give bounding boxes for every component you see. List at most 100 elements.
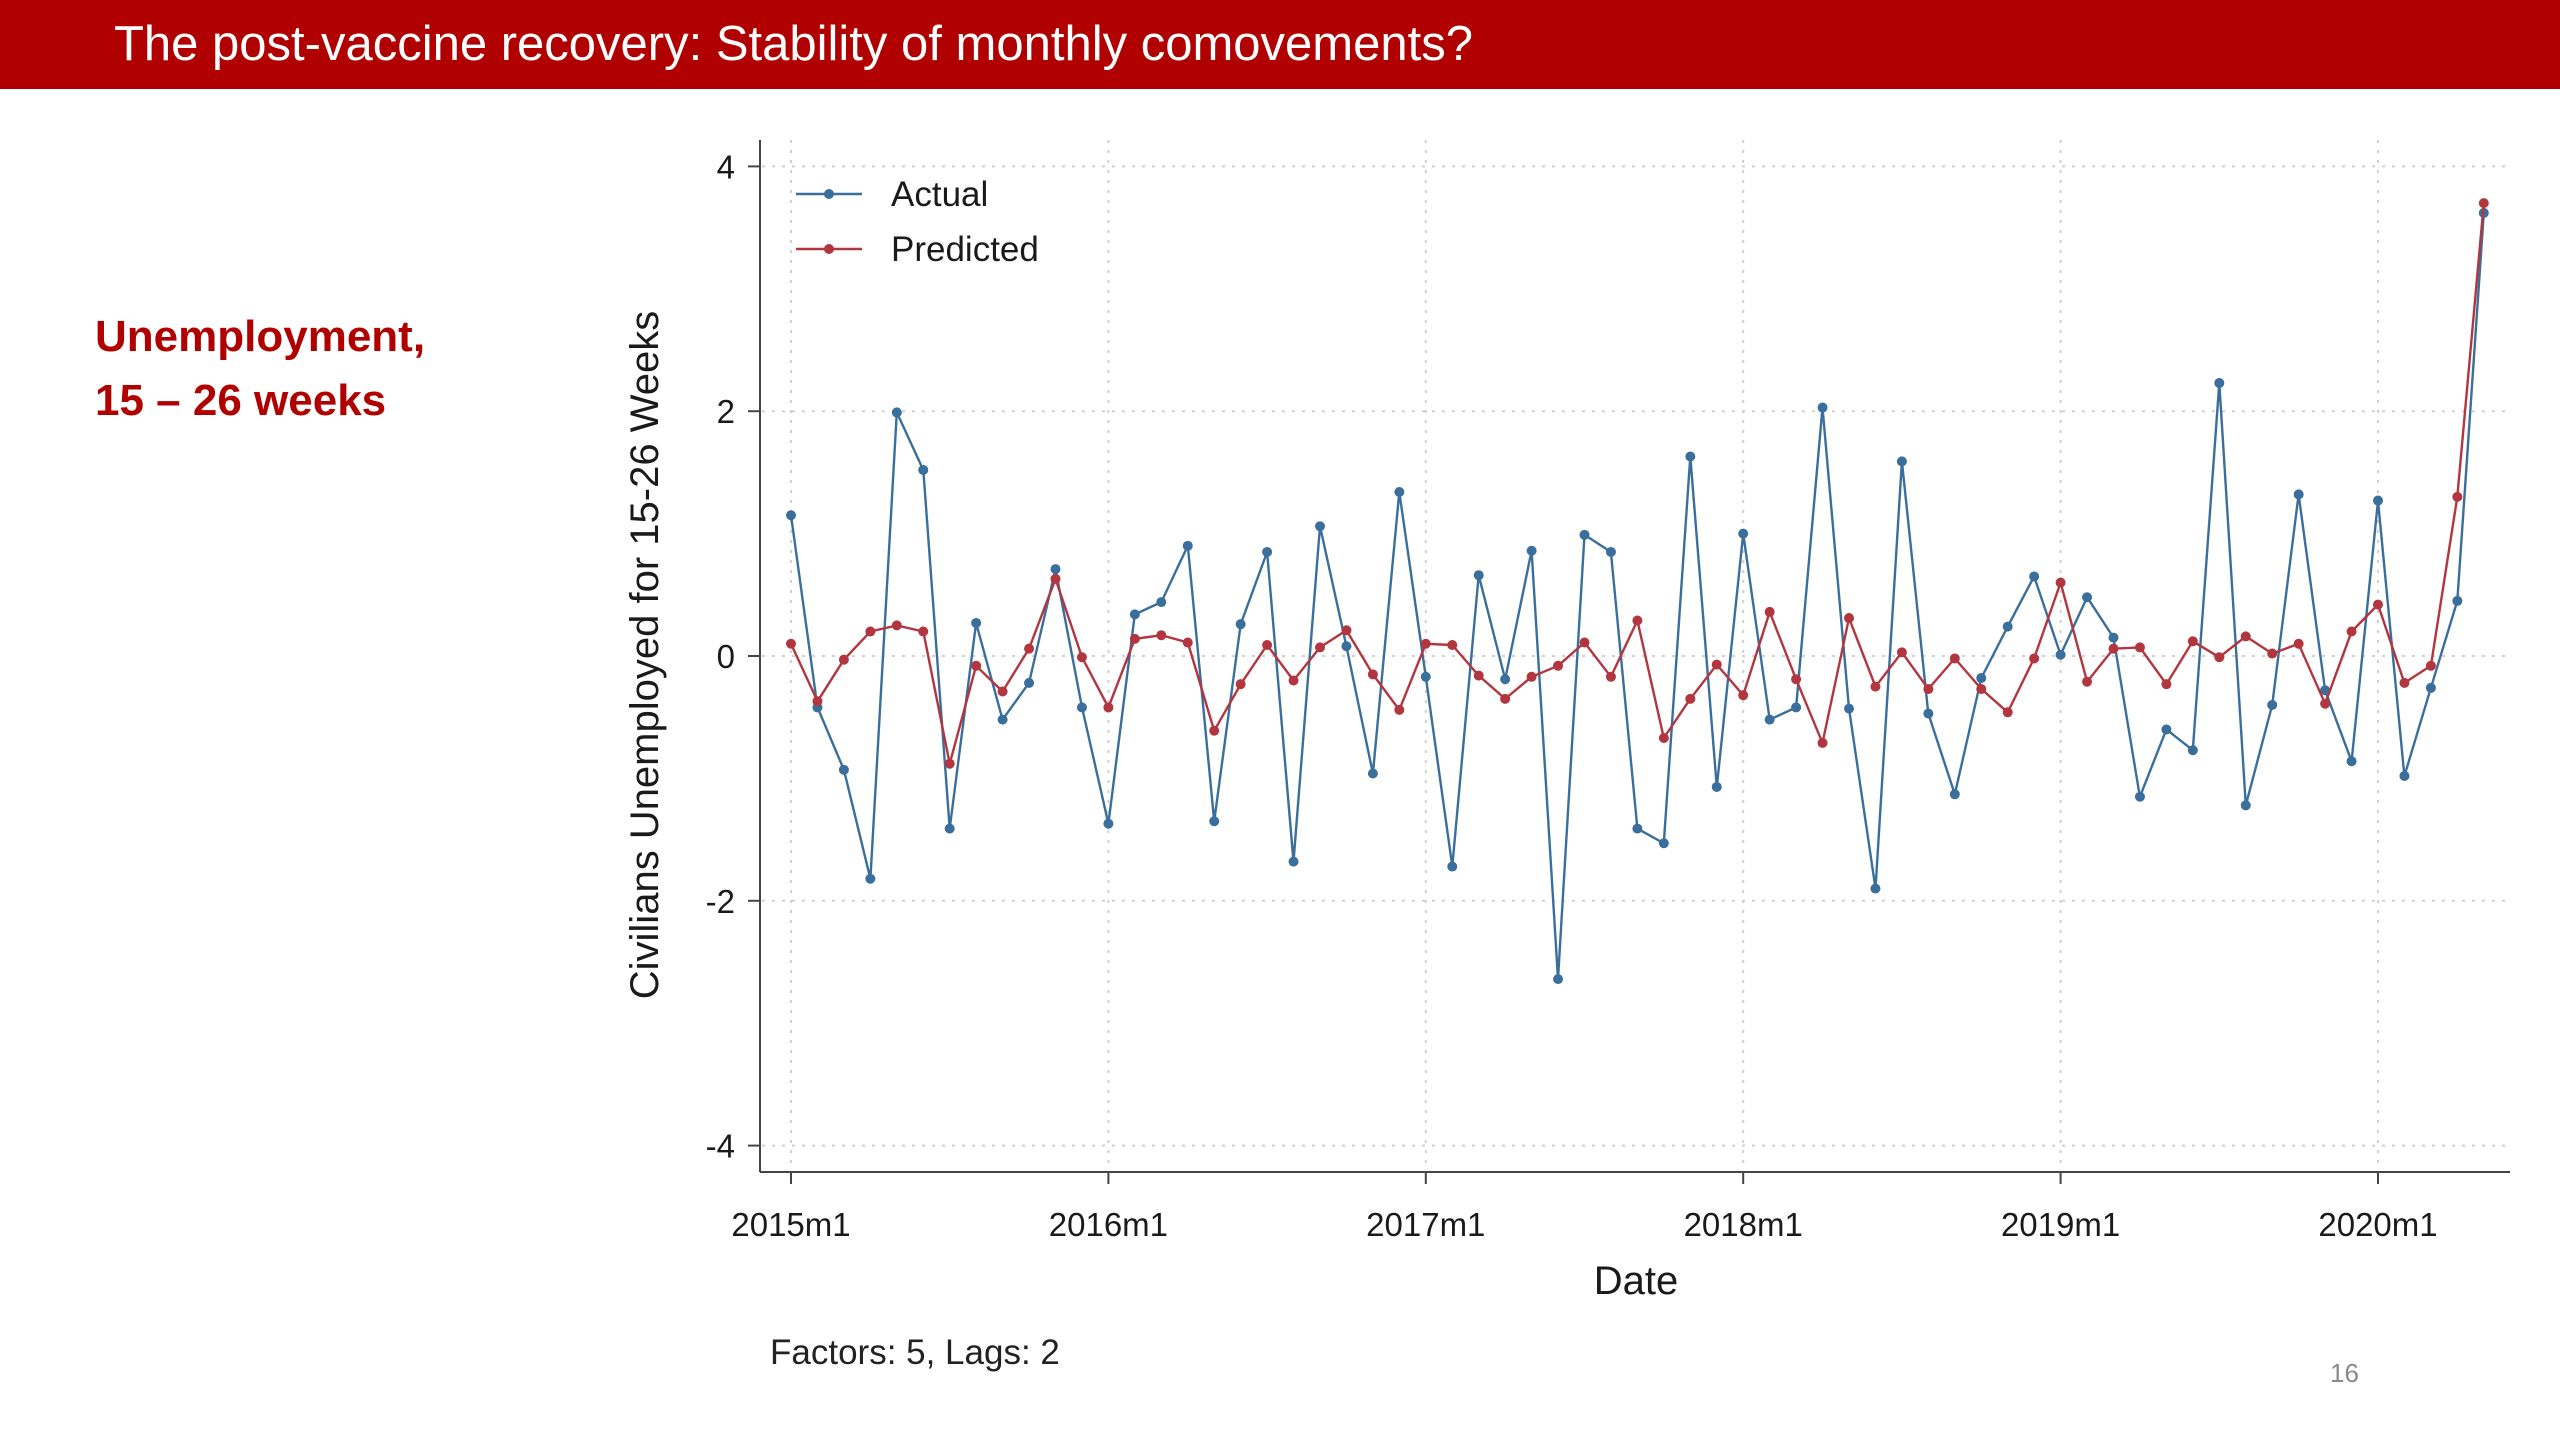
- data-point-predicted: [786, 638, 796, 649]
- data-point-actual: [2293, 489, 2304, 500]
- data-point-predicted: [1791, 674, 1802, 685]
- data-point-actual: [2267, 699, 2278, 710]
- data-point-actual: [865, 873, 876, 884]
- data-point-actual: [786, 510, 796, 521]
- data-point-predicted: [1394, 704, 1405, 715]
- data-point-predicted: [1500, 693, 1511, 704]
- data-point-actual: [2320, 685, 2331, 696]
- data-point-actual: [2346, 756, 2357, 767]
- data-point-predicted: [1182, 637, 1193, 648]
- data-point-actual: [2373, 495, 2383, 506]
- data-point-actual: [971, 617, 982, 628]
- data-point-actual: [1315, 521, 1325, 532]
- data-point-predicted: [1288, 675, 1299, 686]
- data-point-predicted: [944, 758, 955, 769]
- data-point-predicted: [971, 660, 982, 671]
- data-point-actual: [1341, 641, 1352, 652]
- data-point-predicted: [1367, 669, 1378, 680]
- data-point-predicted: [2346, 626, 2357, 637]
- data-point-predicted: [1447, 639, 1458, 650]
- data-point-predicted: [1076, 652, 1087, 663]
- data-point-actual: [1209, 816, 1220, 827]
- data-point-actual: [2161, 724, 2172, 735]
- data-point-actual: [1738, 528, 1749, 539]
- series-line-actual: [789, 212, 2485, 981]
- data-point-predicted: [2055, 577, 2066, 588]
- data-point-actual: [2108, 632, 2119, 643]
- data-point-predicted: [2082, 676, 2093, 687]
- y-tick-label: 2: [717, 393, 735, 430]
- data-point-predicted: [1976, 684, 1987, 695]
- x-tick-label: 2016m1: [1049, 1206, 1168, 1243]
- data-point-predicted: [2320, 698, 2331, 709]
- data-point-actual: [1817, 402, 1828, 413]
- axes-layer: -4 -2 0 2 4 2015m1 2016m1 2017m1 2018m1 2019m1 202…: [706, 140, 2510, 1243]
- data-point-actual: [1870, 883, 1881, 894]
- y-tick-label: -2: [706, 883, 735, 920]
- data-point-predicted: [2029, 653, 2040, 664]
- data-point-predicted: [838, 654, 849, 665]
- data-point-predicted: [2161, 679, 2172, 690]
- data-point-predicted: [1315, 642, 1325, 653]
- data-point-predicted: [1632, 615, 1643, 626]
- data-point-predicted: [1949, 653, 1960, 664]
- data-point-predicted: [1156, 630, 1167, 641]
- data-point-actual: [2452, 595, 2463, 606]
- data-point-actual: [1685, 451, 1696, 462]
- data-point-actual: [1050, 564, 1061, 575]
- data-point-predicted: [1129, 633, 1140, 644]
- series-line-predicted: [789, 202, 2485, 765]
- data-point-predicted: [891, 620, 902, 631]
- data-point-actual: [1103, 818, 1114, 829]
- data-point-predicted: [1050, 573, 1061, 584]
- data-point-actual: [891, 407, 902, 418]
- legend-marker-predicted: [824, 244, 834, 254]
- data-point-predicted: [2240, 631, 2251, 642]
- data-point-predicted: [2002, 707, 2013, 718]
- data-point-actual: [1923, 708, 1934, 719]
- data-point-predicted: [1024, 643, 1035, 654]
- data-point-actual: [2240, 800, 2251, 811]
- data-point-predicted: [1209, 725, 1220, 736]
- x-tick-label: 2020m1: [2318, 1206, 2437, 1243]
- data-point-actual: [1605, 546, 1616, 557]
- data-point-predicted: [2293, 638, 2304, 649]
- data-point-actual: [2187, 745, 2198, 756]
- side-label: Unemployment, 15 – 26 weeks: [95, 305, 425, 433]
- data-point-predicted: [2478, 198, 2489, 209]
- y-tick-label: -4: [706, 1128, 735, 1165]
- data-point-actual: [1764, 714, 1775, 725]
- data-point-predicted: [1579, 637, 1590, 648]
- data-point-predicted: [1844, 613, 1854, 624]
- data-point-predicted: [2108, 643, 2119, 654]
- title-bar: [0, 0, 2560, 89]
- data-point-predicted: [1553, 660, 1564, 671]
- legend-label-actual: Actual: [891, 175, 988, 214]
- data-point-predicted: [1235, 679, 1246, 690]
- data-point-predicted: [1262, 639, 1273, 650]
- data-point-predicted: [2373, 599, 2383, 610]
- data-point-predicted: [1658, 733, 1669, 744]
- data-point-predicted: [1870, 681, 1881, 692]
- data-point-actual: [1844, 703, 1854, 714]
- data-point-predicted: [1764, 606, 1775, 617]
- data-point-predicted: [1711, 659, 1722, 670]
- data-point-actual: [1129, 609, 1140, 620]
- data-point-actual: [1024, 677, 1035, 688]
- data-point-predicted: [1526, 671, 1537, 682]
- data-point-actual: [1394, 486, 1405, 497]
- series-layer: [786, 198, 2489, 985]
- side-label-line2: 15 – 26 weeks: [95, 376, 387, 425]
- data-point-predicted: [812, 696, 823, 707]
- data-point-actual: [1658, 838, 1669, 849]
- data-point-actual: [1949, 789, 1960, 800]
- footnote: Factors: 5, Lags: 2: [770, 1333, 1060, 1372]
- data-point-actual: [1420, 671, 1431, 682]
- data-point-predicted: [1605, 671, 1616, 682]
- y-axis-title: Civilians Unemployed for 15-26 Weeks: [623, 311, 667, 999]
- data-point-actual: [1526, 545, 1537, 556]
- legend-marker-actual: [824, 189, 834, 199]
- data-point-predicted: [2214, 652, 2225, 663]
- side-label-line1: Unemployment,: [95, 312, 426, 361]
